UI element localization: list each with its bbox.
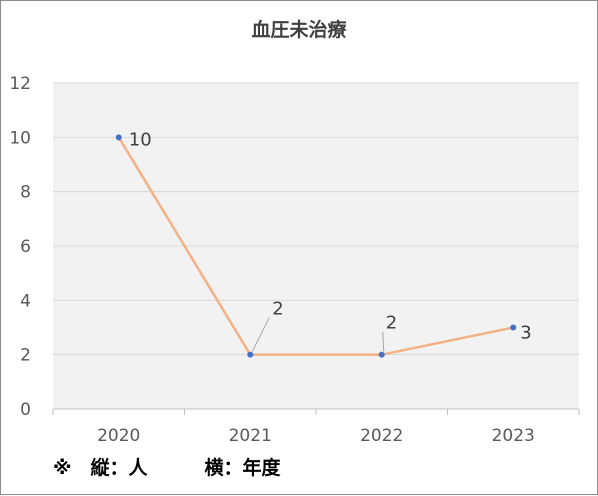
axes: 0 2 4 6 8 10 12 2020 2021 2022 2023 xyxy=(9,74,580,446)
data-label: 2 xyxy=(386,313,397,334)
chart-title: 血圧未治療 xyxy=(251,18,347,41)
y-tick-label: 10 xyxy=(9,128,31,148)
x-tick-label: 2020 xyxy=(97,426,140,446)
axis-unit-note: ※ 縦：人 横：年度 xyxy=(53,457,281,479)
x-tick-label: 2023 xyxy=(492,426,535,446)
data-label: 10 xyxy=(129,129,152,150)
data-point xyxy=(115,134,122,141)
y-tick-label: 12 xyxy=(9,74,31,94)
data-label-leader xyxy=(251,317,270,352)
data-label-leader xyxy=(382,331,385,352)
y-tick-label: 2 xyxy=(20,346,31,366)
data-label: 3 xyxy=(520,323,531,344)
x-tick-label: 2022 xyxy=(360,426,403,446)
data-point xyxy=(247,351,254,358)
data-point xyxy=(510,324,517,331)
y-tick-label: 6 xyxy=(20,237,31,257)
series-line xyxy=(117,136,514,356)
y-tick-label: 8 xyxy=(20,183,31,203)
x-tick-label: 2021 xyxy=(229,426,272,446)
y-tick-label: 4 xyxy=(20,291,31,311)
data-label: 2 xyxy=(272,299,283,320)
data-labels: 10 2 2 3 xyxy=(129,129,532,352)
data-point xyxy=(378,351,385,358)
series-layer xyxy=(115,134,517,358)
gridlines xyxy=(53,82,579,356)
y-tick-label: 0 xyxy=(20,400,31,420)
